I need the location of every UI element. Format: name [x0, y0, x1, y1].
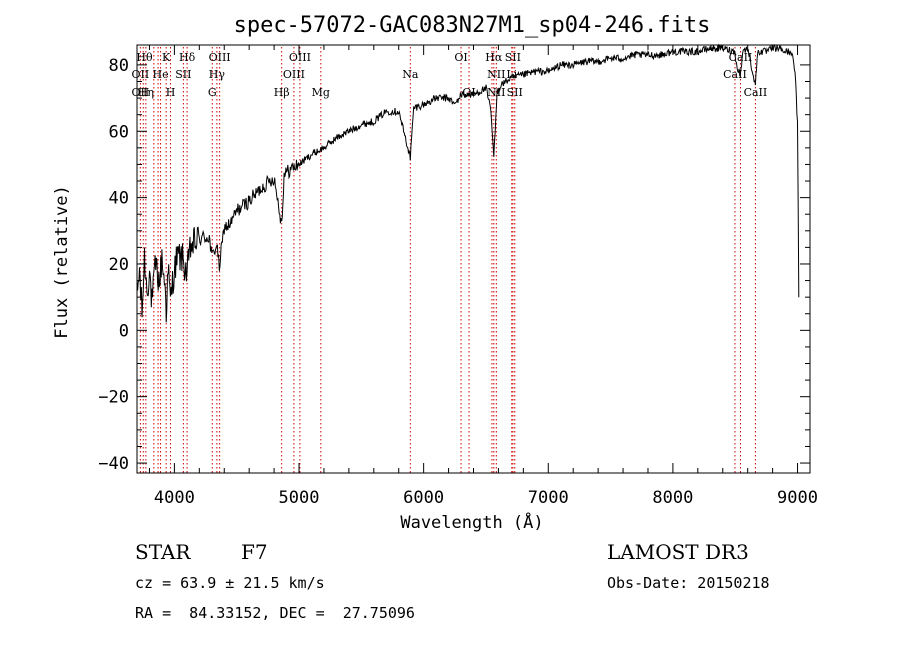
y-axis-label: Flux (relative): [52, 185, 72, 339]
y-tick-label: −20: [98, 388, 129, 408]
line-markers: [139, 47, 756, 473]
redshift-velocity: cz = 63.9 ± 21.5 km/s: [135, 574, 325, 592]
x-tick-label: 4000: [154, 488, 195, 508]
x-tick-label: 9000: [777, 488, 818, 508]
plot-area: [136, 44, 811, 474]
line-label-23: Mg: [312, 86, 330, 99]
line-label-1: K: [162, 51, 171, 64]
plot-frame: [136, 44, 811, 474]
y-tick-label: 80: [109, 56, 129, 76]
y-tick-label: 0: [119, 321, 129, 341]
line-label-15: NII: [487, 68, 505, 81]
y-tick-label: 20: [109, 255, 129, 275]
spectral-subclass: F7: [241, 540, 268, 564]
survey-name: LAMOST DR3: [607, 540, 749, 564]
line-label-19: Hη: [138, 86, 154, 99]
line-label-26: SII: [507, 86, 523, 99]
line-label-4: OIII: [289, 51, 311, 64]
line-label-0: Hθ: [136, 51, 153, 64]
line-label-27: CaII: [744, 86, 768, 99]
line-label-18: OII: [132, 86, 150, 99]
x-tick-label: 8000: [652, 488, 693, 508]
object-type: STAR: [135, 540, 191, 564]
line-label-5: OI: [454, 51, 467, 64]
spectrum-series: [136, 43, 800, 323]
y-tick-label: 60: [109, 122, 129, 142]
line-label-13: OIII: [283, 68, 305, 81]
chart-title: spec-57072-GAC083N27M1_sp04-246.fits: [234, 13, 711, 38]
line-label-9: OII: [132, 68, 150, 81]
line-label-10: He: [153, 68, 169, 81]
line-label-3: OIII: [209, 51, 231, 64]
line-label-11: SII: [175, 68, 191, 81]
line-label-7: SII: [505, 51, 521, 64]
x-axis-label: Wavelength (Å): [400, 511, 543, 533]
observation-date: Obs-Date: 20150218: [607, 574, 770, 592]
x-tick-label: 6000: [403, 488, 444, 508]
line-label-25: NII: [487, 86, 505, 99]
line-label-2: Hδ: [179, 51, 196, 64]
coordinates: RA = 84.33152, DEC = 27.75096: [135, 604, 415, 622]
line-label-14: Na: [402, 68, 419, 81]
line-label-8: CaII: [729, 51, 753, 64]
line-label-22: Hβ: [274, 86, 290, 99]
x-tick-label: 7000: [528, 488, 569, 508]
line-label-12: Hγ: [209, 68, 226, 81]
y-axis: −40 −20 0 20 40 60 80: [98, 56, 810, 474]
y-tick-label: −40: [98, 454, 129, 474]
spectrum-line: [136, 43, 800, 323]
line-label-6: Hα: [485, 51, 503, 64]
line-label-20: H: [166, 86, 176, 99]
x-tick-label: 5000: [279, 488, 320, 508]
line-label-21: G: [208, 86, 217, 99]
x-axis: 4000 5000 6000 7000 8000 9000: [148, 45, 818, 508]
y-tick-label: 40: [109, 189, 129, 209]
line-label-17: CaII: [723, 68, 747, 81]
